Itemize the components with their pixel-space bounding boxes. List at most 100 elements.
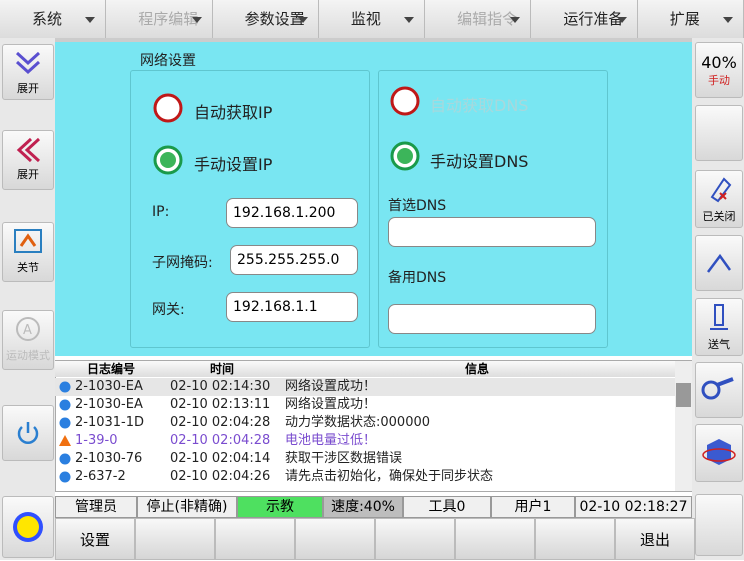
decor bbox=[13, 512, 43, 542]
decor bbox=[16, 137, 41, 163]
menu-item[interactable]: 参数设置 bbox=[212, 0, 319, 38]
air-button[interactable]: 送气 bbox=[695, 298, 743, 356]
log-time: 02-10 02:13:11 bbox=[170, 397, 271, 412]
blank-button[interactable] bbox=[695, 105, 743, 161]
secondary-dns-input[interactable] bbox=[388, 304, 596, 334]
log-row[interactable]: 2-637-2 02-10 02:04:26 请先点击初始化，确保处于同步状态 bbox=[55, 468, 675, 486]
scrollbar[interactable] bbox=[675, 361, 692, 491]
log-message: 电池电量过低！ bbox=[285, 433, 377, 448]
log-message: 网络设置成功！ bbox=[285, 397, 377, 412]
menu-item[interactable]: 程序编辑 bbox=[106, 0, 213, 38]
decor: 已关闭 bbox=[702, 210, 736, 223]
log-id: 2-1030-EA bbox=[75, 397, 143, 412]
mode-button[interactable]: A 运动模式 bbox=[2, 310, 54, 370]
radio-label: 自动获取IP bbox=[194, 103, 273, 122]
decor: 手动 bbox=[708, 74, 730, 87]
radio-manual-ip[interactable] bbox=[152, 144, 184, 176]
decor bbox=[17, 422, 39, 444]
svg-text:A: A bbox=[23, 323, 32, 338]
blank-button[interactable] bbox=[135, 518, 215, 560]
ip-input[interactable]: 192.168.1.200 bbox=[226, 198, 358, 228]
menu-item[interactable]: 监视 bbox=[318, 0, 426, 38]
menu-item[interactable]: 运行准备 bbox=[531, 0, 638, 38]
info-icon bbox=[59, 417, 71, 429]
decor bbox=[15, 51, 41, 75]
robot-button[interactable] bbox=[695, 362, 743, 418]
log-row[interactable]: 2-1030-76 02-10 02:04:14 获取干涉区数据错误 bbox=[55, 450, 675, 468]
column-header: 日志编号 bbox=[87, 362, 136, 376]
log-time: 02-10 02:14:30 bbox=[170, 379, 271, 394]
decor bbox=[130, 70, 370, 348]
decor bbox=[378, 70, 608, 348]
decor bbox=[0, 38, 55, 560]
decor: 展开 bbox=[17, 82, 39, 95]
info-icon bbox=[59, 381, 71, 393]
blank-button[interactable] bbox=[695, 494, 743, 556]
menu-item[interactable]: 系统 bbox=[0, 0, 107, 38]
info-icon bbox=[59, 453, 71, 465]
blank-button[interactable] bbox=[295, 518, 375, 560]
gateway-input[interactable]: 192.168.1.1 bbox=[226, 292, 358, 322]
blank-button[interactable] bbox=[535, 518, 615, 560]
log-message: 动力学数据状态:000000 bbox=[285, 415, 431, 430]
log-id: 2-1030-EA bbox=[75, 379, 143, 394]
network-panel bbox=[55, 42, 692, 356]
radio-auto-dns[interactable] bbox=[389, 85, 421, 117]
status-item: 管理员 bbox=[55, 496, 137, 518]
status-item: 停止(非精确) bbox=[137, 496, 237, 518]
log-id: 2-637-2 bbox=[75, 469, 126, 484]
blank-button[interactable] bbox=[375, 518, 455, 560]
3d-button[interactable] bbox=[695, 424, 743, 482]
menu-item[interactable]: 扩展 bbox=[637, 0, 744, 38]
decor bbox=[702, 439, 736, 465]
log-row[interactable]: 2-1030-EA 02-10 02:14:30 网络设置成功！ bbox=[55, 378, 675, 396]
gripper-button[interactable]: 已关闭 bbox=[695, 170, 743, 228]
field-label: 首选DNS bbox=[388, 198, 447, 214]
expand-button[interactable]: 展开 bbox=[2, 44, 54, 100]
decor: 运动模式 bbox=[6, 349, 50, 362]
decor bbox=[707, 253, 732, 273]
exit-button[interactable]: 退出 bbox=[615, 518, 695, 560]
log-id: 1-39-0 bbox=[75, 433, 118, 448]
radio-manual-dns[interactable] bbox=[389, 140, 421, 172]
column-header: 时间 bbox=[210, 362, 235, 376]
decor: 送气 bbox=[708, 338, 730, 351]
primary-dns-input[interactable] bbox=[388, 217, 596, 247]
log-id: 2-1030-76 bbox=[75, 451, 143, 466]
decor bbox=[710, 177, 732, 203]
expand-button[interactable]: 展开 bbox=[2, 130, 54, 190]
blank-button[interactable] bbox=[215, 518, 295, 560]
blank-button[interactable] bbox=[455, 518, 535, 560]
log-row[interactable]: 1-39-0 02-10 02:04:28 电池电量过低！ bbox=[55, 432, 675, 450]
speed-button[interactable]: 40% 手动 bbox=[695, 42, 743, 98]
decor bbox=[676, 383, 691, 407]
info-icon bbox=[59, 399, 71, 411]
log-message: 获取干涉区数据错误 bbox=[285, 451, 403, 466]
decor bbox=[0, 38, 744, 42]
decor: 关节 bbox=[17, 261, 39, 274]
log-id: 2-1031-1D bbox=[75, 415, 145, 430]
panel-title: 网络设置 bbox=[140, 53, 196, 69]
log-row[interactable]: 2-1031-1D 02-10 02:04:28 动力学数据状态:000000 bbox=[55, 414, 675, 432]
decor bbox=[710, 304, 728, 330]
settings-button[interactable]: 设置 bbox=[55, 518, 135, 560]
log-time: 02-10 02:04:28 bbox=[170, 433, 271, 448]
decor: 展开 bbox=[17, 168, 39, 181]
log-message: 网络设置成功！ bbox=[285, 379, 377, 394]
warning-icon bbox=[59, 435, 71, 446]
status-lamp[interactable] bbox=[2, 496, 54, 558]
decor: 日志编号 时间 信息 bbox=[55, 361, 675, 377]
mask-input[interactable]: 255.255.255.0 bbox=[230, 245, 358, 275]
radio-label: 手动设置IP bbox=[194, 155, 273, 174]
status-item: 示教 bbox=[237, 496, 323, 518]
decor: 40% bbox=[701, 53, 737, 72]
info-icon bbox=[59, 471, 71, 483]
power-button[interactable] bbox=[2, 405, 54, 461]
menu-item[interactable]: 编辑指令 bbox=[425, 0, 532, 38]
tool-button[interactable] bbox=[695, 235, 743, 291]
radio-auto-ip[interactable] bbox=[152, 92, 184, 124]
radio-label: 自动获取DNS bbox=[430, 96, 529, 115]
log-row[interactable]: 2-1030-EA 02-10 02:13:11 网络设置成功！ bbox=[55, 396, 675, 414]
joint-button[interactable]: 关节 bbox=[2, 222, 54, 282]
